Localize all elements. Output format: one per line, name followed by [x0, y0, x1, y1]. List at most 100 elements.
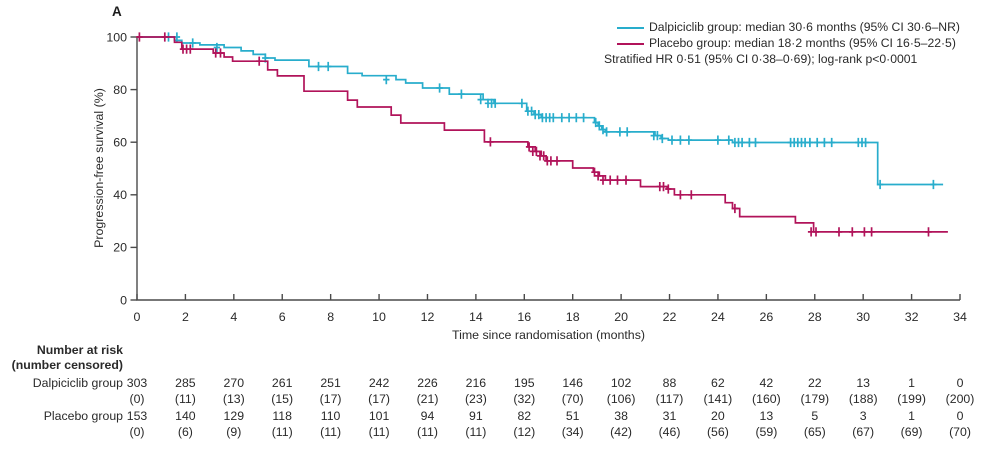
risk-count-cell: 146	[562, 376, 583, 390]
risk-count-cell: 101	[368, 409, 390, 423]
censored-count-cell: (141)	[703, 392, 733, 406]
risk-count-cell: 13	[759, 409, 774, 423]
x-tick-label: 16	[517, 310, 531, 324]
x-tick-label: 28	[808, 310, 822, 324]
censored-count-cell: (17)	[368, 392, 391, 406]
censored-count-cell: (188)	[848, 392, 878, 406]
x-tick-label: 10	[372, 310, 386, 324]
risk-count-cell: 51	[565, 409, 580, 423]
x-tick-label: 14	[469, 310, 483, 324]
risk-count-cell: 226	[417, 376, 438, 390]
censored-count-cell: (15)	[271, 392, 294, 406]
legend-note-hr: Stratified HR 0·51 (95% CI 0·38–0·69); l…	[604, 52, 960, 68]
censored-count-cell: (32)	[513, 392, 536, 406]
risk-count-cell: 140	[175, 409, 196, 423]
censored-count-cell: (69)	[900, 425, 923, 439]
risk-row-label-dalpiciclib: Dalpiciclib group	[32, 376, 123, 390]
panel-label: A	[112, 4, 122, 19]
risk-table-header-line2: (number censored)	[11, 358, 123, 372]
risk-count-cell: 285	[175, 376, 196, 390]
x-tick-label: 4	[230, 310, 237, 324]
censor-marks-placebo	[136, 32, 932, 237]
y-tick-label: 40	[113, 188, 127, 202]
risk-count-cell: 31	[662, 409, 677, 423]
censored-count-cell: (0)	[129, 425, 145, 439]
censored-count-cell: (11)	[465, 425, 487, 439]
risk-count-cell: 242	[368, 376, 390, 390]
legend-item-dalpiciclib: Dalpiciclib group: median 30·6 months (9…	[604, 20, 960, 36]
censored-count-cell: (200)	[945, 392, 975, 406]
x-tick-label: 30	[856, 310, 870, 324]
censored-count-cell: (70)	[561, 392, 584, 406]
risk-count-cell: 303	[126, 376, 148, 390]
risk-count-cell: 94	[420, 409, 435, 423]
risk-row-label-placebo: Placebo group	[43, 409, 123, 423]
risk-count-cell: 216	[465, 376, 487, 390]
axis-lines	[136, 37, 960, 301]
x-axis-label: Time since randomisation (months)	[451, 328, 646, 342]
risk-count-cell: 22	[807, 376, 822, 390]
y-tick-label: 60	[113, 136, 127, 150]
censored-count-cell: (46)	[658, 425, 681, 439]
censored-count-cell: (11)	[174, 392, 196, 406]
risk-count-cell: 251	[320, 376, 341, 390]
censored-count-cell: (23)	[464, 392, 487, 406]
censored-count-cell: (34)	[561, 425, 584, 439]
censored-count-cell: (70)	[949, 425, 971, 439]
censored-count-cell: (106)	[606, 392, 636, 406]
legend-item-placebo: Placebo group: median 18·2 months (95% C…	[604, 36, 960, 52]
legend-label-dalpiciclib: Dalpiciclib group: median 30·6 months (9…	[649, 20, 960, 34]
censored-count-cell: (6)	[177, 425, 193, 439]
risk-count-cell: 261	[271, 376, 293, 390]
risk-count-cell: 88	[662, 376, 677, 390]
survival-curve-dalpiciclib	[137, 36, 944, 186]
risk-count-cell: 129	[223, 409, 245, 423]
risk-count-cell: 0	[956, 409, 964, 423]
censored-count-cell: (11)	[368, 425, 390, 439]
risk-table-header-line1: Number at risk	[36, 343, 123, 357]
risk-count-cell: 270	[223, 376, 245, 390]
x-tick-label: 2	[182, 310, 189, 324]
risk-count-cell: 13	[856, 376, 871, 390]
censored-count-cell: (12)	[513, 425, 536, 439]
risk-count-cell: 1	[908, 409, 916, 423]
y-tick-label: 80	[113, 83, 127, 97]
legend: Dalpiciclib group: median 30·6 months (9…	[604, 20, 960, 68]
risk-count-cell: 3	[859, 409, 867, 423]
x-tick-label: 24	[711, 310, 725, 324]
censored-count-cell: (13)	[222, 392, 245, 406]
risk-count-cell: 20	[711, 409, 725, 423]
censored-count-cell: (11)	[271, 425, 293, 439]
legend-label-placebo: Placebo group: median 18·2 months (95% C…	[649, 35, 956, 50]
censored-count-cell: (11)	[320, 425, 342, 439]
censored-count-cell: (59)	[755, 425, 778, 439]
censored-count-cell: (117)	[655, 392, 684, 406]
legend-hr-text: Stratified HR 0·51 (95% CI 0·38–0·69); l…	[604, 51, 918, 66]
risk-count-cell: 118	[272, 409, 292, 423]
censored-count-cell: (17)	[319, 392, 342, 406]
risk-count-cell: 110	[320, 409, 341, 423]
risk-count-cell: 102	[610, 376, 632, 390]
censored-count-cell: (179)	[800, 392, 830, 406]
risk-count-cell: 42	[759, 376, 774, 390]
x-tick-label: 32	[905, 310, 919, 324]
x-tick-label: 12	[421, 310, 435, 324]
censored-count-cell: (56)	[706, 425, 729, 439]
risk-count-cell: 62	[711, 376, 725, 390]
censored-count-cell: (42)	[610, 425, 633, 439]
risk-count-cell: 1	[908, 376, 916, 390]
x-tick-label: 20	[614, 310, 628, 324]
censored-count-cell: (67)	[852, 425, 875, 439]
risk-count-cell: 82	[517, 409, 532, 423]
censored-count-cell: (0)	[129, 392, 145, 406]
x-tick-label: 6	[279, 310, 286, 324]
censored-count-cell: (9)	[226, 425, 242, 439]
risk-count-cell: 38	[614, 409, 628, 423]
risk-count-cell: 0	[956, 376, 964, 390]
x-tick-label: 22	[663, 310, 677, 324]
legend-line-swatch-placebo-icon	[617, 42, 644, 45]
y-axis-label: Progression-free survival (%)	[92, 88, 106, 248]
censored-count-cell: (65)	[803, 425, 826, 439]
